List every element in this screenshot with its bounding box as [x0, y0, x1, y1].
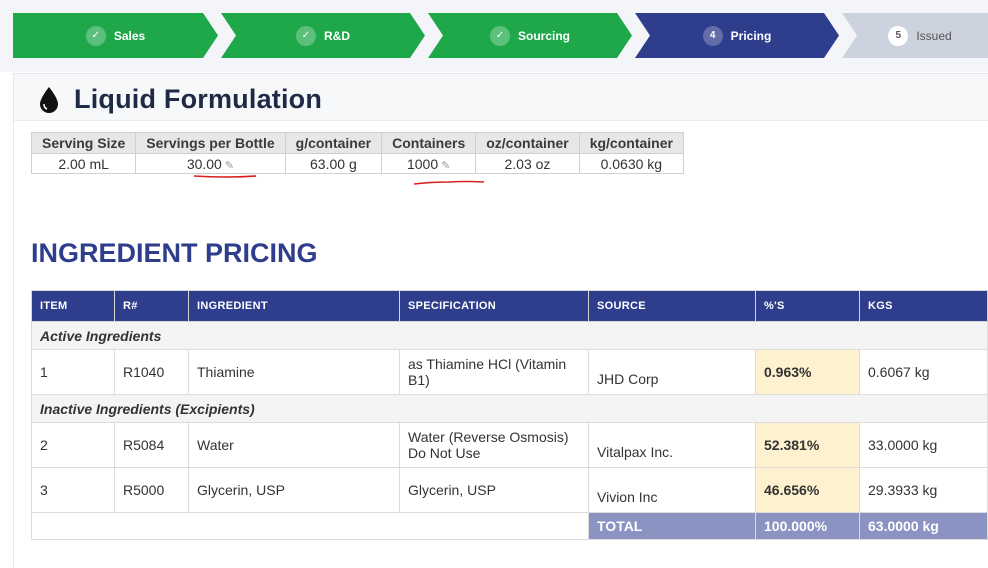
- step-label: Issued: [916, 28, 952, 43]
- source-cell: JHD Corp: [588, 349, 756, 395]
- step-sourcing[interactable]: ✓ Sourcing: [428, 13, 632, 58]
- summary-value-row: 2.00 mL 30.00 ✎ 63.00 g 1000 ✎ 2.03 oz 0.0…: [30, 153, 684, 174]
- g-container-value: 63.00 g: [284, 153, 383, 174]
- red-underline-annotation: [193, 175, 257, 178]
- step-label: Pricing: [730, 28, 772, 43]
- step-pricing[interactable]: 4 Pricing: [635, 13, 839, 58]
- table-row: 1 R1040 Thiamine as Thiamine HCl (Vitami…: [31, 349, 988, 395]
- step-number-badge: 5: [888, 25, 909, 46]
- total-row: TOTAL 100.000% 63.0000 kg: [31, 512, 988, 540]
- kgs-cell: 0.6067 kg: [859, 349, 988, 395]
- servings-per-bottle-value[interactable]: 30.00: [186, 155, 222, 172]
- serving-size-value: 2.00 mL: [30, 153, 137, 174]
- r-number-cell: R1040: [114, 349, 189, 395]
- source-cell: Vitalpax Inc.: [588, 422, 756, 468]
- step-chevron-shape: [221, 13, 425, 58]
- r-number-cell: R5000: [114, 467, 189, 513]
- step-rnd[interactable]: ✓ R&D: [221, 13, 425, 58]
- header-g-container: g/container: [284, 132, 383, 154]
- header-kg-container: kg/container: [578, 132, 684, 154]
- formulation-card: Liquid Formulation Serving Size Servings…: [13, 73, 988, 568]
- column-header-r-number: R#: [114, 290, 189, 322]
- header-servings-per-bottle: Servings per Bottle: [135, 132, 286, 154]
- water-drop-icon: [40, 86, 58, 113]
- header-oz-container: oz/container: [475, 132, 580, 154]
- group-row-active: Active Ingredients: [31, 321, 988, 350]
- section-title-ingredient-pricing: INGREDIENT PRICING: [31, 238, 318, 268]
- table-row: 3 R5000 Glycerin, USP Glycerin, USP Vivi…: [31, 467, 988, 513]
- table-row: 2 R5084 Water Water (Reverse Osmosis) Do…: [31, 422, 988, 468]
- step-issued[interactable]: 5 Issued: [842, 13, 988, 58]
- check-icon: ✓: [296, 25, 316, 46]
- column-header-item: ITEM: [31, 290, 115, 322]
- servings-per-bottle-cell[interactable]: 30.00 ✎: [135, 153, 286, 174]
- group-label: Inactive Ingredients (Excipients): [31, 394, 988, 423]
- oz-container-value: 2.03 oz: [475, 153, 580, 174]
- column-header-kgs: KGS: [859, 290, 988, 322]
- column-header-percent: %'S: [755, 290, 860, 322]
- formulation-summary-table: Serving Size Servings per Bottle g/conta…: [30, 132, 684, 174]
- total-kgs: 63.0000 kg: [859, 512, 988, 540]
- column-header-specification: SPECIFICATION: [399, 290, 589, 322]
- card-header: Liquid Formulation: [14, 74, 988, 121]
- r-number-cell: R5084: [114, 422, 189, 468]
- kgs-cell: 33.0000 kg: [859, 422, 988, 468]
- step-chevron-shape: [842, 13, 988, 58]
- progress-stepper: ✓ Sales ✓ R&D ✓ Sourcing 4 Pricing 5 Issued: [0, 0, 988, 72]
- group-row-inactive: Inactive Ingredients (Excipients): [31, 394, 988, 423]
- kg-container-value: 0.0630 kg: [578, 153, 684, 174]
- step-chevron-shape: [635, 13, 839, 58]
- specification-cell: Glycerin, USP: [399, 467, 589, 513]
- step-label: R&D: [324, 28, 350, 43]
- column-header-ingredient: INGREDIENT: [188, 290, 400, 322]
- specification-cell: Water (Reverse Osmosis) Do Not Use: [399, 422, 589, 468]
- step-chevron-shape: [13, 13, 218, 58]
- header-serving-size: Serving Size: [30, 132, 137, 154]
- check-icon: ✓: [85, 25, 106, 46]
- red-underline-annotation: [413, 180, 485, 185]
- pencil-edit-icon[interactable]: ✎: [224, 159, 235, 172]
- kgs-cell: 29.3933 kg: [859, 467, 988, 513]
- pricing-header-row: ITEM R# INGREDIENT SPECIFICATION SOURCE …: [31, 290, 988, 322]
- pencil-edit-icon[interactable]: ✎: [441, 159, 451, 172]
- percent-cell: 0.963%: [755, 349, 860, 395]
- item-cell: 3: [31, 467, 115, 513]
- percent-cell: 52.381%: [755, 422, 860, 468]
- total-percent: 100.000%: [755, 512, 860, 540]
- summary-header-row: Serving Size Servings per Bottle g/conta…: [30, 132, 684, 154]
- ingredient-cell: Thiamine: [188, 349, 400, 395]
- column-header-source: SOURCE: [588, 290, 756, 322]
- source-cell: Vivion Inc: [588, 467, 756, 513]
- specification-cell: as Thiamine HCl (Vitamin B1): [399, 349, 589, 395]
- page-title: Liquid Formulation: [74, 84, 323, 114]
- item-cell: 1: [31, 349, 115, 395]
- containers-value[interactable]: 1000: [406, 155, 439, 172]
- step-sales[interactable]: ✓ Sales: [13, 13, 218, 58]
- total-label: TOTAL: [588, 512, 756, 540]
- group-label: Active Ingredients: [31, 321, 988, 350]
- step-label: Sourcing: [517, 28, 570, 43]
- step-chevron-shape: [428, 13, 632, 58]
- step-number-badge: 4: [702, 25, 723, 46]
- item-cell: 2: [31, 422, 115, 468]
- step-label: Sales: [113, 28, 146, 43]
- ingredient-cell: Water: [188, 422, 400, 468]
- header-containers: Containers: [381, 132, 477, 154]
- ingredient-pricing-table: ITEM R# INGREDIENT SPECIFICATION SOURCE …: [31, 290, 988, 540]
- containers-cell[interactable]: 1000 ✎: [381, 153, 477, 174]
- check-icon: ✓: [489, 25, 510, 46]
- percent-cell: 46.656%: [755, 467, 860, 513]
- total-spacer: [31, 512, 589, 540]
- ingredient-cell: Glycerin, USP: [188, 467, 400, 513]
